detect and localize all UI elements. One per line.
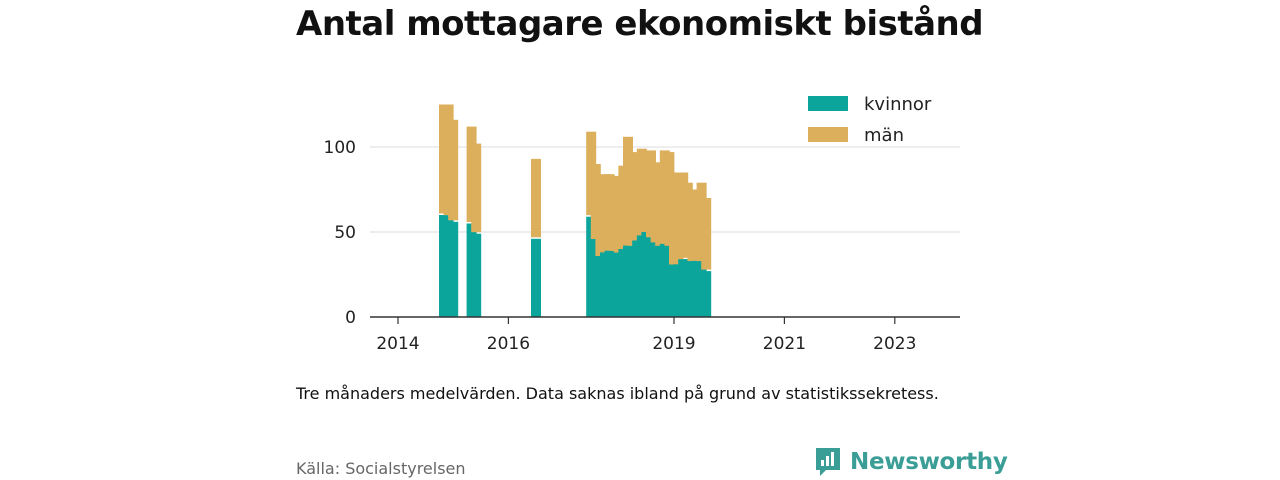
x-tick-label: 2014 bbox=[376, 334, 419, 354]
y-axis-ticks: 0 50 100 bbox=[324, 138, 356, 328]
newsworthy-logo-icon bbox=[816, 448, 840, 476]
x-axis-ticks: 2014 2016 2019 2021 2023 bbox=[376, 317, 916, 354]
bar-kvinnor bbox=[448, 221, 459, 317]
bar-man bbox=[471, 143, 482, 233]
bars bbox=[439, 104, 712, 317]
legend-swatch-man bbox=[808, 127, 848, 142]
chart-title: Antal mottagare ekonomiskt bistånd bbox=[296, 4, 984, 44]
bar-man bbox=[531, 158, 541, 238]
x-tick-label: 2021 bbox=[763, 334, 806, 354]
bar-man bbox=[448, 119, 459, 221]
bar-kvinnor bbox=[701, 271, 712, 317]
legend-label-man: män bbox=[864, 125, 904, 146]
bar-kvinnor bbox=[471, 233, 482, 317]
x-tick-label: 2016 bbox=[487, 334, 530, 354]
source-label: Källa: Socialstyrelsen bbox=[296, 459, 466, 478]
legend-label-kvinnor: kvinnor bbox=[864, 94, 932, 115]
y-tick-label: 100 bbox=[324, 138, 356, 158]
brand-logo: Newsworthy bbox=[814, 446, 1008, 478]
x-tick-label: 2023 bbox=[873, 334, 916, 354]
bar-kvinnor bbox=[531, 238, 541, 317]
bar-man bbox=[701, 198, 712, 270]
y-tick-label: 50 bbox=[334, 223, 356, 243]
legend: kvinnor män bbox=[808, 94, 932, 146]
x-tick-label: 2019 bbox=[652, 334, 695, 354]
legend-swatch-kvinnor bbox=[808, 96, 848, 111]
y-tick-label: 0 bbox=[345, 308, 356, 328]
chart: 0 50 100 2014 2016 2019 2021 2023 kvinnor män bbox=[324, 94, 960, 354]
brand-name: Newsworthy bbox=[850, 449, 1008, 475]
chart-note: Tre månaders medelvärden. Data saknas ib… bbox=[296, 384, 939, 403]
